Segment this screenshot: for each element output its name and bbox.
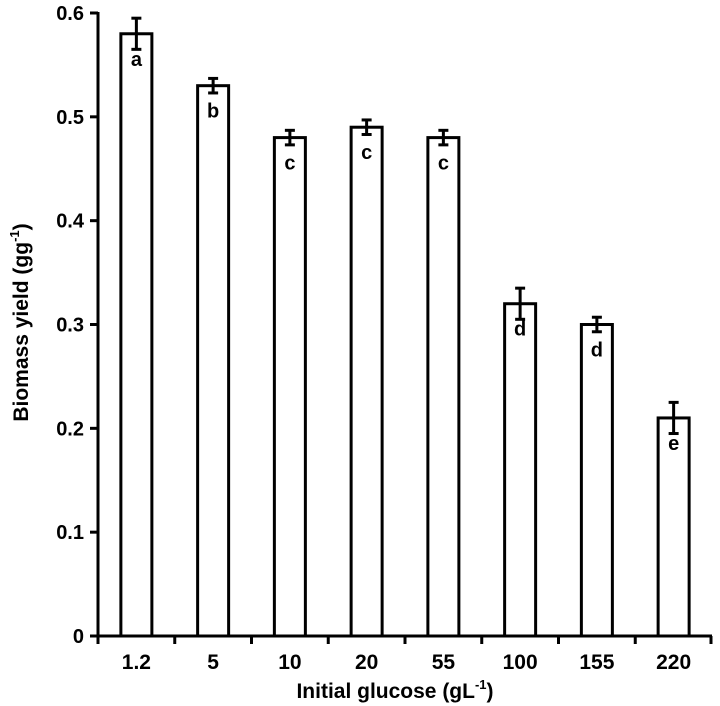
significance-letter: c (284, 153, 295, 175)
y-tick-label: 0.4 (56, 211, 85, 233)
bar (196, 84, 231, 638)
x-axis-ticks: 1.2 5 10 20 55 100 155 220 (96, 636, 713, 674)
bar (119, 32, 154, 638)
significance-letter: c (361, 142, 372, 164)
bar (503, 302, 538, 638)
x-tick-label: 10 (278, 651, 301, 674)
error-bar (438, 128, 449, 147)
bar (426, 136, 461, 638)
significance-letter: b (207, 101, 219, 123)
bars (119, 32, 691, 638)
error-bar (515, 286, 526, 321)
x-tick-label: 55 (432, 651, 456, 674)
x-tick-label: 20 (355, 651, 378, 674)
error-bars (131, 16, 679, 436)
y-tick-label: 0.2 (56, 418, 84, 440)
x-tick-label: 100 (503, 651, 538, 674)
significance-letter: c (438, 153, 449, 175)
x-tick-label: 5 (207, 651, 219, 674)
significance-letter: d (514, 319, 526, 341)
significance-letter: e (668, 433, 679, 455)
error-bar (591, 315, 602, 334)
x-axis-title-main: Initial glucose (gL (296, 680, 475, 703)
error-bar (131, 16, 142, 51)
y-tick-label: 0.3 (56, 315, 84, 337)
y-tick-label: 0 (73, 626, 84, 648)
significance-letter: d (591, 340, 603, 362)
x-axis-title: Initial glucose (gL-1) (296, 677, 493, 703)
bar (272, 136, 307, 638)
y-axis-title-tail: ) (10, 223, 33, 230)
x-axis-title-tail: ) (487, 680, 494, 703)
x-axis-title-sup: -1 (475, 677, 487, 692)
bar (579, 323, 614, 638)
y-axis-title-sup: -1 (7, 230, 22, 242)
y-tick-label: 0.1 (56, 522, 84, 544)
y-axis-title: Biomass yield (gg-1) (7, 223, 33, 421)
error-bar (284, 128, 295, 147)
y-axis-ticks: 0 0.1 0.2 0.3 0.4 0.5 0.6 (56, 3, 98, 648)
y-tick-label: 0.6 (56, 3, 84, 25)
significance-labels: a b c c c d d e (131, 49, 679, 455)
bar (349, 125, 384, 638)
error-bar (208, 76, 219, 95)
x-tick-label: 155 (579, 651, 614, 674)
x-tick-label: 1.2 (122, 651, 151, 674)
x-tick-label: 220 (656, 651, 691, 674)
y-axis-title-main: Biomass yield (gg (10, 242, 33, 422)
error-bar (668, 400, 679, 436)
significance-letter: a (131, 49, 143, 71)
error-bar (361, 118, 372, 136)
y-tick-label: 0.5 (56, 107, 84, 129)
